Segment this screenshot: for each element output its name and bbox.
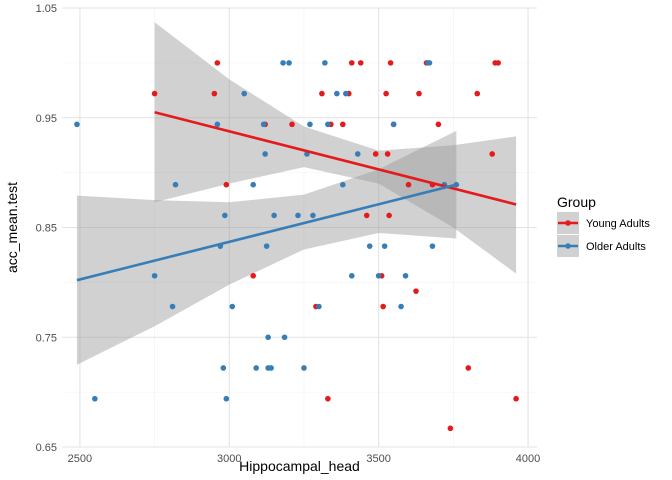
y-tick-label: 0.65 bbox=[36, 442, 57, 454]
data-point bbox=[289, 121, 295, 128]
data-point bbox=[495, 60, 501, 66]
data-point bbox=[343, 90, 349, 97]
data-point bbox=[405, 181, 412, 188]
x-tick-label: 3500 bbox=[366, 453, 390, 465]
data-point bbox=[74, 121, 80, 128]
legend-entries: Young Adults Older Adults bbox=[557, 212, 650, 257]
y-axis-title: acc_mean.test bbox=[4, 182, 20, 273]
data-point bbox=[271, 212, 277, 219]
data-point bbox=[241, 90, 248, 97]
grid-lines bbox=[62, 7, 537, 448]
data-point bbox=[340, 121, 346, 128]
data-point bbox=[214, 60, 221, 66]
data-point bbox=[384, 151, 391, 157]
data-point bbox=[281, 334, 288, 341]
data-point bbox=[372, 151, 379, 157]
data-point bbox=[151, 272, 158, 279]
data-point bbox=[223, 395, 230, 402]
data-point bbox=[357, 60, 364, 66]
data-point bbox=[325, 395, 331, 402]
data-points bbox=[74, 60, 519, 432]
trend-line bbox=[76, 183, 457, 282]
data-point bbox=[223, 181, 230, 188]
legend: Group Young Adults Older Adults bbox=[557, 194, 650, 257]
data-point bbox=[348, 60, 355, 66]
data-point bbox=[447, 425, 454, 432]
data-point bbox=[280, 60, 286, 66]
data-point bbox=[348, 272, 355, 279]
data-point bbox=[426, 60, 433, 66]
data-point bbox=[413, 288, 419, 294]
data-point bbox=[222, 212, 228, 219]
data-point bbox=[366, 243, 373, 249]
legend-label: Young Adults bbox=[586, 218, 650, 230]
data-point bbox=[265, 334, 271, 341]
legend-label: Older Adults bbox=[586, 241, 646, 253]
trend-line bbox=[154, 111, 517, 206]
data-point bbox=[211, 90, 218, 97]
legend-title: Group bbox=[557, 194, 596, 210]
data-point bbox=[250, 181, 256, 188]
data-point bbox=[250, 272, 256, 279]
y-axis-ticks: 0.65 0.75 0.85 0.95 1.05 bbox=[36, 3, 57, 454]
data-point bbox=[253, 365, 259, 371]
data-point bbox=[260, 121, 267, 128]
x-tick-label: 2500 bbox=[68, 453, 92, 465]
legend-key-point bbox=[565, 243, 571, 249]
data-point bbox=[380, 303, 386, 310]
trend-lines bbox=[76, 111, 517, 282]
data-point bbox=[429, 243, 436, 249]
data-point bbox=[325, 121, 331, 128]
data-point bbox=[363, 212, 370, 219]
x-axis-ticks: 2500 3000 3500 4000 bbox=[68, 453, 541, 465]
data-point bbox=[398, 303, 404, 310]
data-point bbox=[322, 60, 328, 66]
data-point bbox=[220, 365, 227, 371]
data-point bbox=[354, 151, 361, 157]
y-tick-label: 1.05 bbox=[36, 3, 57, 15]
data-point bbox=[92, 395, 98, 402]
data-point bbox=[172, 181, 179, 188]
data-point bbox=[386, 212, 392, 219]
data-point bbox=[435, 121, 442, 128]
data-point bbox=[375, 272, 382, 279]
x-tick-label: 3000 bbox=[217, 453, 241, 465]
data-point bbox=[319, 90, 325, 97]
data-point bbox=[262, 151, 268, 157]
data-point bbox=[340, 181, 346, 188]
data-point bbox=[381, 243, 388, 249]
data-point bbox=[229, 303, 236, 310]
data-point bbox=[268, 365, 274, 371]
data-point bbox=[383, 90, 389, 97]
data-point bbox=[316, 303, 322, 310]
data-point bbox=[286, 60, 292, 66]
x-tick-label: 4000 bbox=[516, 453, 540, 465]
data-point bbox=[402, 272, 409, 279]
data-point bbox=[301, 365, 307, 371]
data-point bbox=[416, 90, 422, 97]
data-point bbox=[465, 365, 472, 371]
data-point bbox=[214, 121, 221, 128]
data-point bbox=[390, 121, 397, 128]
data-point bbox=[387, 60, 394, 66]
confidence-band bbox=[154, 22, 517, 274]
data-point bbox=[310, 212, 316, 219]
data-point bbox=[334, 90, 340, 97]
data-point bbox=[151, 90, 158, 97]
y-tick-label: 0.75 bbox=[36, 332, 57, 344]
x-axis-title: Hippocampal_head bbox=[239, 458, 360, 474]
y-tick-label: 0.95 bbox=[36, 113, 57, 125]
data-point bbox=[513, 395, 519, 402]
data-point bbox=[263, 243, 270, 249]
y-tick-label: 0.85 bbox=[36, 223, 57, 235]
data-point bbox=[489, 151, 495, 157]
data-point bbox=[474, 90, 481, 97]
legend-key-point bbox=[565, 220, 571, 226]
data-point bbox=[295, 212, 301, 219]
data-point bbox=[169, 303, 176, 310]
data-point bbox=[307, 121, 313, 128]
